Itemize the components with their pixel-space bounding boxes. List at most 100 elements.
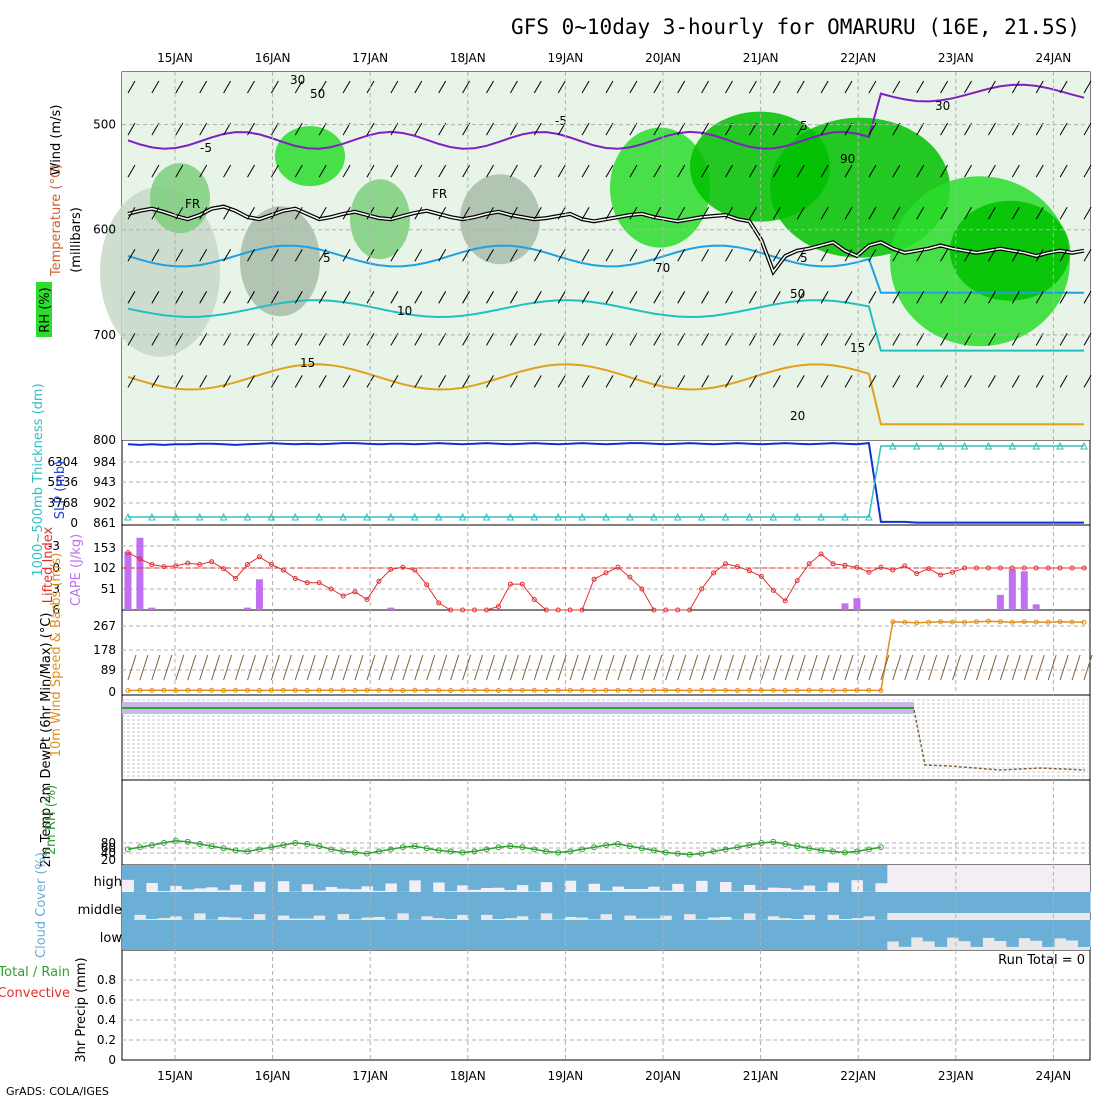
wind-barb [916, 375, 925, 388]
y-tick-label: 40 [101, 846, 116, 860]
cloud-cell [707, 892, 721, 918]
cloud-cell [229, 892, 243, 918]
cloud-cell [205, 865, 219, 888]
cloud-cell [528, 892, 541, 920]
cloud-cell [480, 920, 493, 950]
wind-barb [533, 375, 542, 388]
cloud-cell [349, 865, 362, 890]
wind10m-barb [533, 654, 543, 681]
rh2m-marker [591, 844, 598, 851]
wind-barb [772, 164, 781, 178]
wind10m-barb [832, 654, 842, 681]
cloud-cell [1006, 892, 1019, 913]
wind-barb [748, 122, 757, 136]
wind10m-marker [675, 687, 681, 693]
cape-bar [1008, 569, 1016, 610]
thickness-marker [865, 512, 873, 521]
wind-barb [175, 291, 184, 304]
wind-barb [247, 164, 255, 178]
cloud-cell [540, 865, 553, 883]
wind-barb [533, 122, 542, 136]
wind-barb [1011, 122, 1020, 136]
wind-barb [175, 249, 184, 262]
wind10m-marker [364, 687, 370, 693]
cloud-cell [1006, 920, 1019, 947]
lifted-marker [902, 563, 908, 569]
wind10m-barb [808, 654, 818, 681]
wind-barb [1059, 291, 1068, 304]
wind10m-barb [545, 654, 555, 681]
wind10m-barb [820, 654, 830, 681]
wind-barb [1035, 80, 1044, 94]
wind-barb [892, 291, 901, 304]
isotherm-minus5 [127, 83, 1085, 150]
lifted-marker [866, 569, 872, 575]
wind-barb [844, 206, 853, 220]
lifted-marker [292, 576, 298, 581]
thickness-marker [530, 512, 539, 521]
thickness-marker [745, 512, 754, 521]
rh2m-marker [782, 841, 789, 847]
y-tick-label: 902 [93, 496, 116, 510]
wind-barb [486, 80, 494, 94]
wind-barb [916, 164, 925, 178]
thickness-marker [984, 441, 993, 450]
wind-barb [199, 80, 208, 94]
thickness-marker [793, 512, 802, 521]
wind-barb [294, 375, 303, 388]
lifted-marker [1057, 565, 1063, 571]
cloud-cell [325, 865, 338, 887]
cloud-cell [265, 865, 278, 892]
rh2m-marker [184, 838, 191, 845]
wind-barb [748, 164, 757, 178]
cloud-cell [444, 865, 458, 892]
cloud-cell [396, 892, 410, 914]
y-tick-label: 3768 [47, 496, 78, 510]
rh2m-marker [746, 842, 753, 849]
rh2m-marker [340, 848, 347, 855]
wind-barb [1035, 333, 1044, 346]
thickness-marker [148, 512, 156, 521]
wind-barb [868, 80, 877, 94]
wind-barb [605, 375, 614, 388]
cloud-cell [994, 920, 1007, 941]
rh2m-marker [758, 839, 765, 846]
y-tick-label: 80 [101, 836, 116, 850]
wind-barb [677, 206, 686, 220]
wind-barb [916, 206, 925, 220]
contour-label: -5 [555, 114, 567, 128]
wind-barb [868, 164, 877, 178]
cloud-cell [528, 865, 541, 892]
cloud-cell [982, 892, 995, 913]
wind10m-barb [617, 654, 627, 681]
lifted-marker [770, 587, 776, 593]
x-tick-top: 21JAN [743, 51, 779, 65]
wind10m-barb [629, 654, 639, 681]
wind10m-marker [256, 687, 262, 693]
wind10m-marker [507, 687, 513, 693]
rh2m-marker [686, 851, 693, 858]
y-tick-label: 800 [93, 433, 116, 447]
cape-bar [255, 579, 263, 610]
slp-line [127, 442, 1084, 524]
wind-barb [844, 333, 853, 346]
wind-barb [987, 80, 996, 94]
wind-barb [247, 80, 255, 94]
cloud-cell [588, 892, 601, 920]
wind-axis-label: Wind (m/s) [49, 105, 64, 176]
wind-barb [438, 291, 447, 304]
lifted-line [127, 552, 1084, 611]
wind-barb [677, 291, 686, 304]
wind-barb [557, 291, 566, 304]
cloud-cell [1030, 920, 1043, 941]
cloud-cell [839, 892, 852, 920]
wind-barb [701, 164, 710, 178]
wind10m-barb [390, 654, 400, 681]
cloud-cell [827, 865, 840, 883]
wind-barb [1011, 291, 1020, 304]
cloud-cell [659, 892, 673, 916]
cloud-cell [301, 865, 314, 885]
cloud-cell [946, 892, 960, 913]
cloud-cell [874, 892, 888, 920]
wind10m-barb [581, 654, 591, 681]
